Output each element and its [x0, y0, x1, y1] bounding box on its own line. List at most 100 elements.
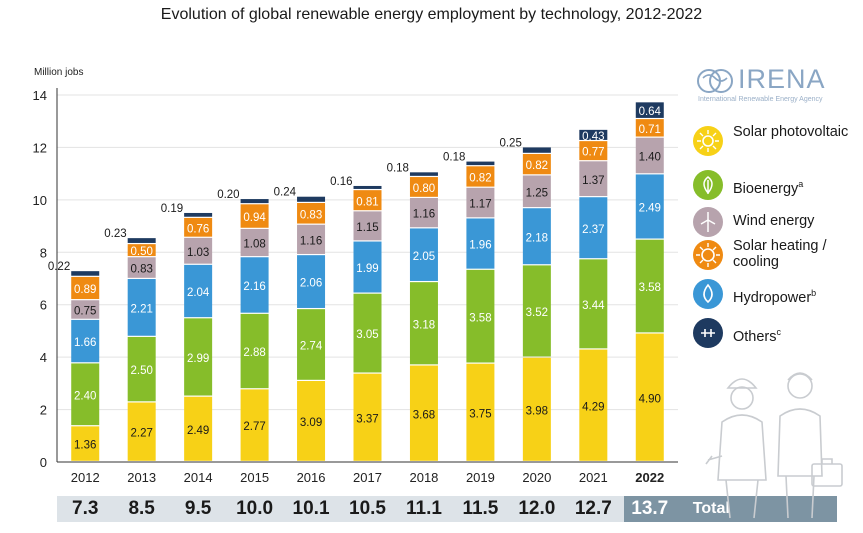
bar-segment-solar-photovoltaic — [522, 357, 551, 461]
data-label: 0.16 — [330, 176, 352, 188]
data-label: 2.06 — [300, 278, 322, 290]
total-value: 10.1 — [292, 498, 330, 519]
bar-segment-others — [409, 172, 438, 176]
data-label: 2.49 — [639, 203, 661, 215]
data-label: 0.83 — [300, 209, 322, 221]
totals-background — [57, 496, 624, 522]
workers-illustration-icon — [705, 372, 843, 519]
bar-segment-solar-photovoltaic — [240, 389, 269, 461]
legend-footnote-marker: a — [798, 179, 804, 189]
data-label: 2.99 — [187, 353, 209, 365]
x-tick-label: 2019 — [466, 470, 495, 485]
bar-segment-others — [466, 161, 495, 166]
sun-heat-icon — [693, 240, 723, 270]
y-tick-label: 8 — [40, 245, 47, 260]
data-label: 0.64 — [639, 106, 662, 118]
bar-segment-hydropower — [240, 257, 269, 313]
legend-label: Hydropowerb — [733, 285, 816, 306]
legend-footnote-marker: c — [776, 327, 782, 337]
total-value: 8.5 — [128, 498, 155, 519]
legend-label: Wind energy — [733, 213, 814, 229]
bar-segment-wind-energy — [297, 224, 326, 254]
data-label: 1.37 — [582, 175, 604, 187]
legend-label: Bioenergya — [733, 176, 803, 197]
data-label: 0.83 — [130, 264, 152, 276]
data-label: 0.25 — [499, 137, 521, 149]
bar-segment-bioenergy — [184, 318, 213, 396]
data-label: 2.50 — [130, 365, 152, 377]
legend-item: Bioenergya — [693, 168, 858, 202]
data-label: 2.05 — [413, 251, 435, 263]
bar-segment-hydropower — [466, 218, 495, 269]
bar-segment-others — [353, 185, 382, 189]
y-tick-label: 6 — [40, 298, 47, 313]
bar-segment-others — [635, 102, 664, 118]
bar-segment-hydropower — [635, 174, 664, 239]
totals-label: Total — [692, 500, 730, 517]
data-label: 0.20 — [217, 189, 239, 201]
data-label: 3.58 — [469, 312, 491, 324]
bar-segment-solar-photovoltaic — [297, 380, 326, 461]
bar-segment-solar-photovoltaic — [127, 402, 156, 461]
data-label: 2.88 — [243, 347, 265, 359]
bar-segment-solar-photovoltaic — [409, 365, 438, 461]
bar-segment-solar-photovoltaic — [184, 396, 213, 461]
x-tick-label: 2022 — [635, 470, 664, 485]
total-value: 12.0 — [518, 498, 556, 519]
bar-segment-solar-heating-cooling — [297, 203, 326, 224]
legend-footnote-marker: b — [811, 288, 817, 298]
bar-segment-others — [71, 271, 100, 276]
data-label: 0.89 — [74, 284, 96, 296]
plug-icon — [693, 318, 723, 348]
data-label: 0.75 — [74, 306, 96, 318]
bar-segment-wind-energy — [522, 175, 551, 208]
irena-globe-icon — [697, 69, 733, 93]
bar-segment-hydropower — [353, 241, 382, 293]
bar-segment-wind-energy — [353, 211, 382, 241]
x-tick-label: 2015 — [240, 470, 269, 485]
bar-segment-bioenergy — [240, 313, 269, 389]
legend-item: Solar heating / cooling — [693, 238, 858, 272]
data-label: 0.94 — [243, 212, 266, 224]
data-label: 1.40 — [639, 152, 661, 164]
bar-segment-bioenergy — [522, 265, 551, 357]
bar-segment-hydropower — [184, 264, 213, 318]
total-value: 10.0 — [236, 498, 274, 519]
data-label: 2.37 — [582, 224, 604, 236]
bar-segment-others — [184, 212, 213, 217]
y-tick-label: 10 — [33, 193, 47, 208]
total-value: 12.7 — [574, 498, 612, 519]
bar-segment-hydropower — [297, 255, 326, 308]
y-axis-label: Million jobs — [34, 67, 83, 78]
total-value: 7.3 — [72, 498, 99, 519]
data-label: 2.74 — [300, 341, 323, 353]
data-label: 1.25 — [526, 187, 548, 199]
bar-segment-bioenergy — [71, 363, 100, 426]
data-label: 1.96 — [469, 240, 491, 252]
bar-segment-others — [579, 129, 608, 140]
data-label: 3.58 — [639, 282, 661, 294]
data-label: 1.15 — [356, 222, 378, 234]
x-tick-label: 2013 — [127, 470, 156, 485]
bar-segment-bioenergy — [635, 239, 664, 333]
bar-segment-solar-heating-cooling — [579, 141, 608, 161]
bar-segment-solar-heating-cooling — [184, 217, 213, 237]
bar-segment-wind-energy — [409, 198, 438, 228]
bar-segment-hydropower — [579, 197, 608, 259]
leaf-icon — [693, 170, 723, 200]
bar-segment-others — [127, 238, 156, 243]
x-tick-label: 2014 — [184, 470, 213, 485]
bar-segment-bioenergy — [297, 309, 326, 380]
data-label: 3.05 — [356, 329, 378, 341]
data-label: 0.23 — [104, 228, 126, 240]
legend-item: Othersc — [693, 316, 858, 350]
data-label: 1.17 — [469, 199, 491, 211]
bar-segment-bioenergy — [579, 259, 608, 349]
legend-item: Wind energy — [693, 205, 858, 239]
data-label: 1.16 — [300, 235, 322, 247]
x-tick-label: 2016 — [297, 470, 326, 485]
bar-segment-others — [240, 199, 269, 204]
bar-segment-wind-energy — [635, 137, 664, 174]
data-label: 0.24 — [274, 187, 297, 199]
bar-segment-solar-heating-cooling — [127, 244, 156, 257]
